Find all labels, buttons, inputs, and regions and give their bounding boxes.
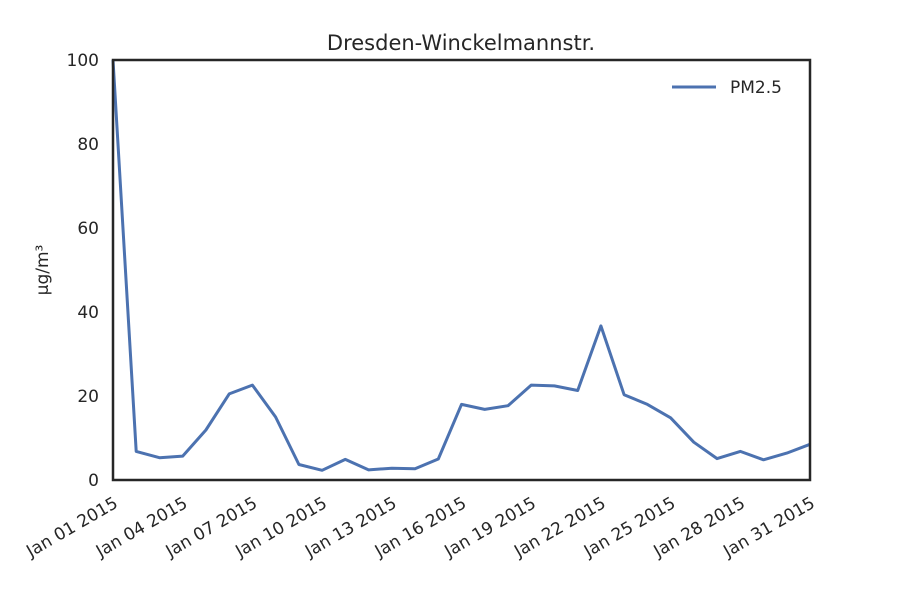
y-axis-ticks: 0 20 40 60 80 100: [67, 51, 99, 491]
y-tick-label: 0: [88, 471, 99, 491]
y-tick-label: 60: [77, 219, 99, 239]
y-tick-label: 20: [77, 387, 99, 407]
y-tick-label: 100: [67, 51, 99, 71]
y-axis-label: µg/m³: [33, 245, 53, 296]
chart-title: Dresden-Winckelmannstr.: [327, 31, 595, 55]
plot-frame: [111, 58, 812, 482]
series-line-pm25: [111, 59, 811, 472]
series-layer: [111, 59, 811, 472]
legend-label-pm25: PM2.5: [730, 78, 782, 98]
y-tick-label: 40: [77, 303, 99, 323]
y-tick-label: 80: [77, 135, 99, 155]
legend: PM2.5: [672, 78, 782, 98]
